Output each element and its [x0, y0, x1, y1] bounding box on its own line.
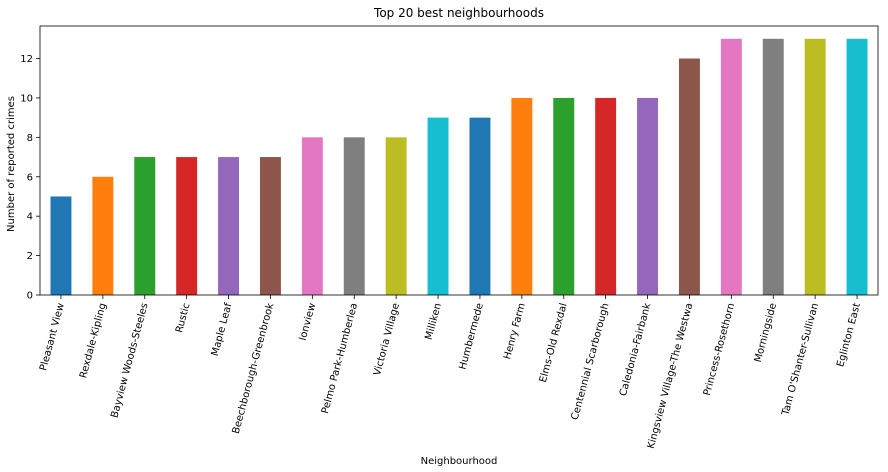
bars-group	[50, 38, 868, 296]
y-tick-label: 10	[20, 93, 33, 104]
bar	[846, 38, 868, 296]
x-tick-label: Pelmo Park-Humberlea	[320, 302, 360, 415]
x-tick-label: Ionview	[298, 302, 319, 342]
x-tick-label: Henry Farm	[502, 302, 528, 361]
y-tick-label: 12	[20, 54, 33, 65]
y-axis-ticks: 0 2 4 6 8 10 12	[20, 54, 40, 302]
bar	[301, 137, 323, 295]
bar	[595, 97, 617, 296]
x-tick-label: Caledonia-Fairbank	[618, 302, 653, 398]
bar	[762, 38, 784, 296]
x-tick-label: Rustic	[174, 302, 192, 334]
bar	[511, 97, 533, 296]
bar	[385, 137, 407, 295]
y-tick-label: 2	[27, 251, 33, 262]
x-tick-label: Kingsview Village-The Westwa	[646, 302, 696, 450]
bar	[553, 97, 575, 296]
x-axis-label: Neighbourhood	[421, 456, 498, 467]
bar	[50, 196, 72, 295]
bar	[134, 157, 156, 295]
bar	[469, 117, 491, 295]
x-tick-label: Bayview Woods-Steeles	[109, 302, 150, 419]
axes-frame	[39, 25, 879, 296]
bar	[92, 176, 114, 295]
y-tick-label: 0	[27, 291, 33, 302]
y-axis-label: Number of reported crimes	[6, 96, 17, 232]
x-tick-label: Morningside	[753, 302, 779, 364]
bar	[218, 157, 240, 295]
x-tick-label: Pleasant View	[38, 302, 67, 372]
bar	[804, 38, 826, 296]
x-tick-label: Beechborough-Greenbrook	[231, 302, 277, 435]
x-axis-ticks: Pleasant View Rexdale-Kipling Bayview Wood…	[38, 295, 863, 450]
chart-title: Top 20 best neighbourhoods	[373, 6, 544, 20]
x-tick-label: Maple Leaf	[210, 301, 235, 357]
plot-frame	[39, 25, 879, 296]
x-tick-label: Milliken	[424, 302, 444, 341]
x-tick-label: Centennial Scarborough	[570, 302, 612, 421]
bar	[678, 58, 700, 295]
bar	[637, 97, 659, 296]
bar	[259, 157, 281, 295]
x-tick-label: Elms-Old Rexdal	[538, 302, 570, 384]
y-tick-label: 6	[27, 172, 33, 183]
y-tick-label: 4	[27, 212, 33, 223]
bar	[176, 157, 198, 295]
x-tick-label: Humbermede	[458, 302, 486, 371]
x-tick-label: Victoria Village	[372, 302, 402, 377]
y-tick-label: 8	[27, 133, 33, 144]
x-tick-label: Rexdale-Kipling	[78, 302, 109, 380]
bar	[720, 38, 742, 296]
x-tick-label: Eglinton East	[835, 302, 863, 368]
bar	[343, 137, 365, 295]
x-tick-label: Tam O'Shanter-Sullivan	[780, 302, 821, 418]
x-tick-label: Princess-Rosethorn	[702, 302, 737, 397]
bar	[427, 117, 449, 295]
